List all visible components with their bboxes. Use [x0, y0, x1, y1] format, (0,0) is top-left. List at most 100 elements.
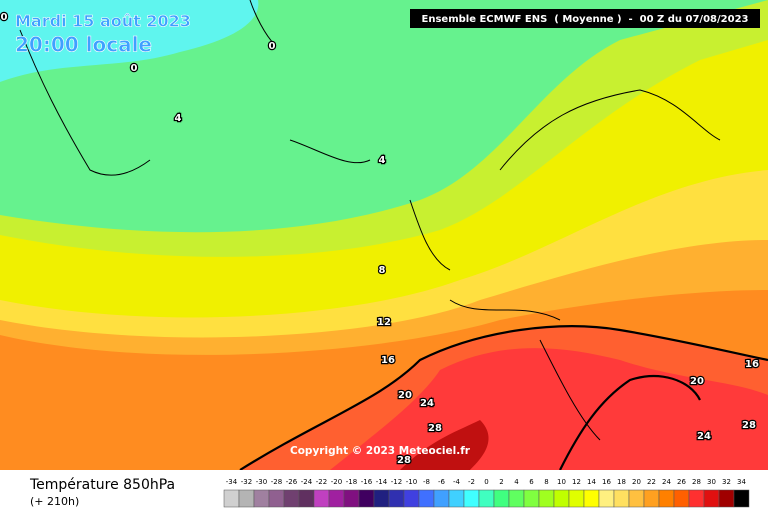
scale-swatch — [733, 489, 750, 508]
scale-label: -18 — [346, 478, 357, 486]
scale-label: 30 — [707, 478, 716, 486]
scale-label: -24 — [301, 478, 313, 486]
scale-label: 2 — [499, 478, 503, 486]
scale-swatch — [223, 489, 240, 508]
contour-label: 0 — [269, 41, 276, 52]
isotherm — [559, 375, 701, 471]
scale-label: -8 — [423, 478, 430, 486]
scale-label: 0 — [484, 478, 488, 486]
scale-label: 14 — [587, 478, 596, 486]
scale-label: -34 — [226, 478, 238, 486]
contour-label: 24 — [697, 431, 711, 442]
scale-swatch — [583, 489, 600, 508]
contour-label: 28 — [428, 423, 442, 434]
scale-label: -32 — [241, 478, 252, 486]
contour-label: 28 — [742, 420, 756, 431]
scale-label: 4 — [514, 478, 519, 486]
scale-label: -2 — [468, 478, 475, 486]
scale-swatch — [628, 489, 645, 508]
scale-label: 18 — [617, 478, 626, 486]
scale-label: 20 — [632, 478, 641, 486]
contour-label: 4 — [379, 155, 386, 166]
scale-swatch — [448, 489, 465, 508]
scale-swatch — [283, 489, 300, 508]
coastline — [19, 0, 721, 441]
scale-label: 16 — [602, 478, 611, 486]
contour-label: 20 — [398, 390, 412, 401]
contour-label: 4 — [175, 113, 182, 124]
scale-label: -26 — [286, 478, 298, 486]
scale-label: -6 — [438, 478, 446, 486]
scale-label: -22 — [316, 478, 327, 486]
scale-swatch — [478, 489, 495, 508]
scale-swatch — [433, 489, 450, 508]
contour-label: 0 — [131, 63, 138, 74]
scale-label: 28 — [692, 478, 701, 486]
scale-swatch — [268, 489, 285, 508]
contour-label: 16 — [745, 359, 759, 370]
scale-label: -20 — [331, 478, 342, 486]
scale-label: 12 — [572, 478, 581, 486]
model-info: Ensemble ECMWF ENS ( Moyenne ) - 00 Z du… — [422, 14, 749, 25]
scale-swatch — [463, 489, 480, 508]
cold-region — [0, 0, 259, 82]
scale-label: -28 — [271, 478, 282, 486]
scale-swatch — [403, 489, 420, 508]
scale-swatch — [253, 489, 270, 508]
scale-swatch — [688, 489, 705, 508]
isotherm — [239, 325, 768, 471]
scale-swatch — [328, 489, 345, 508]
scale-swatch — [643, 489, 660, 508]
scale-label: 26 — [677, 478, 686, 486]
scale-swatch — [658, 489, 675, 508]
scale-label: -10 — [406, 478, 417, 486]
scale-label: 8 — [544, 478, 548, 486]
contour-label: 12 — [377, 317, 391, 328]
contour-label: 16 — [381, 355, 395, 366]
scale-swatch — [703, 489, 720, 508]
scale-swatch — [238, 489, 255, 508]
scale-swatch — [613, 489, 630, 508]
scale-swatch — [418, 489, 435, 508]
band — [330, 348, 768, 470]
scale-label: 6 — [529, 478, 534, 486]
scale-swatch — [313, 489, 330, 508]
scale-swatch — [358, 489, 375, 508]
lead-time: (+ 210h) — [30, 495, 79, 508]
contour-label: 8 — [379, 265, 386, 276]
band — [400, 420, 489, 470]
contour-label: 24 — [420, 398, 434, 409]
scale-label: -16 — [361, 478, 373, 486]
model-banner — [410, 9, 760, 28]
scale-swatch — [298, 489, 315, 508]
scale-label: 34 — [737, 478, 746, 486]
scale-swatch — [718, 489, 735, 508]
scale-swatch — [373, 489, 390, 508]
contour-label: 20 — [690, 376, 704, 387]
scale-swatch — [388, 489, 405, 508]
scale-label: -4 — [453, 478, 461, 486]
forecast-date: Mardi 15 août 2023 — [15, 12, 191, 31]
scale-swatch — [538, 489, 555, 508]
scale-label: 24 — [662, 478, 671, 486]
scale-label: 10 — [557, 478, 566, 486]
scale-swatch — [493, 489, 510, 508]
contour-label: 28 — [397, 455, 411, 466]
copyright: Copyright © 2023 Meteociel.fr — [290, 445, 471, 457]
scale-swatch — [508, 489, 525, 508]
scale-swatch — [598, 489, 615, 508]
forecast-time: 20:00 locale — [15, 33, 152, 57]
scale-swatch — [553, 489, 570, 508]
scale-label: 22 — [647, 478, 656, 486]
contour-label: 0 — [1, 12, 8, 23]
scale-swatch — [673, 489, 690, 508]
scale-label: -30 — [256, 478, 267, 486]
scale-swatch — [343, 489, 360, 508]
map-title: Température 850hPa — [29, 477, 175, 493]
scale-label: -14 — [376, 478, 388, 486]
scale-label: -12 — [391, 478, 402, 486]
scale-swatch — [523, 489, 540, 508]
scale-label: 32 — [722, 478, 731, 486]
scale-swatch — [568, 489, 585, 508]
